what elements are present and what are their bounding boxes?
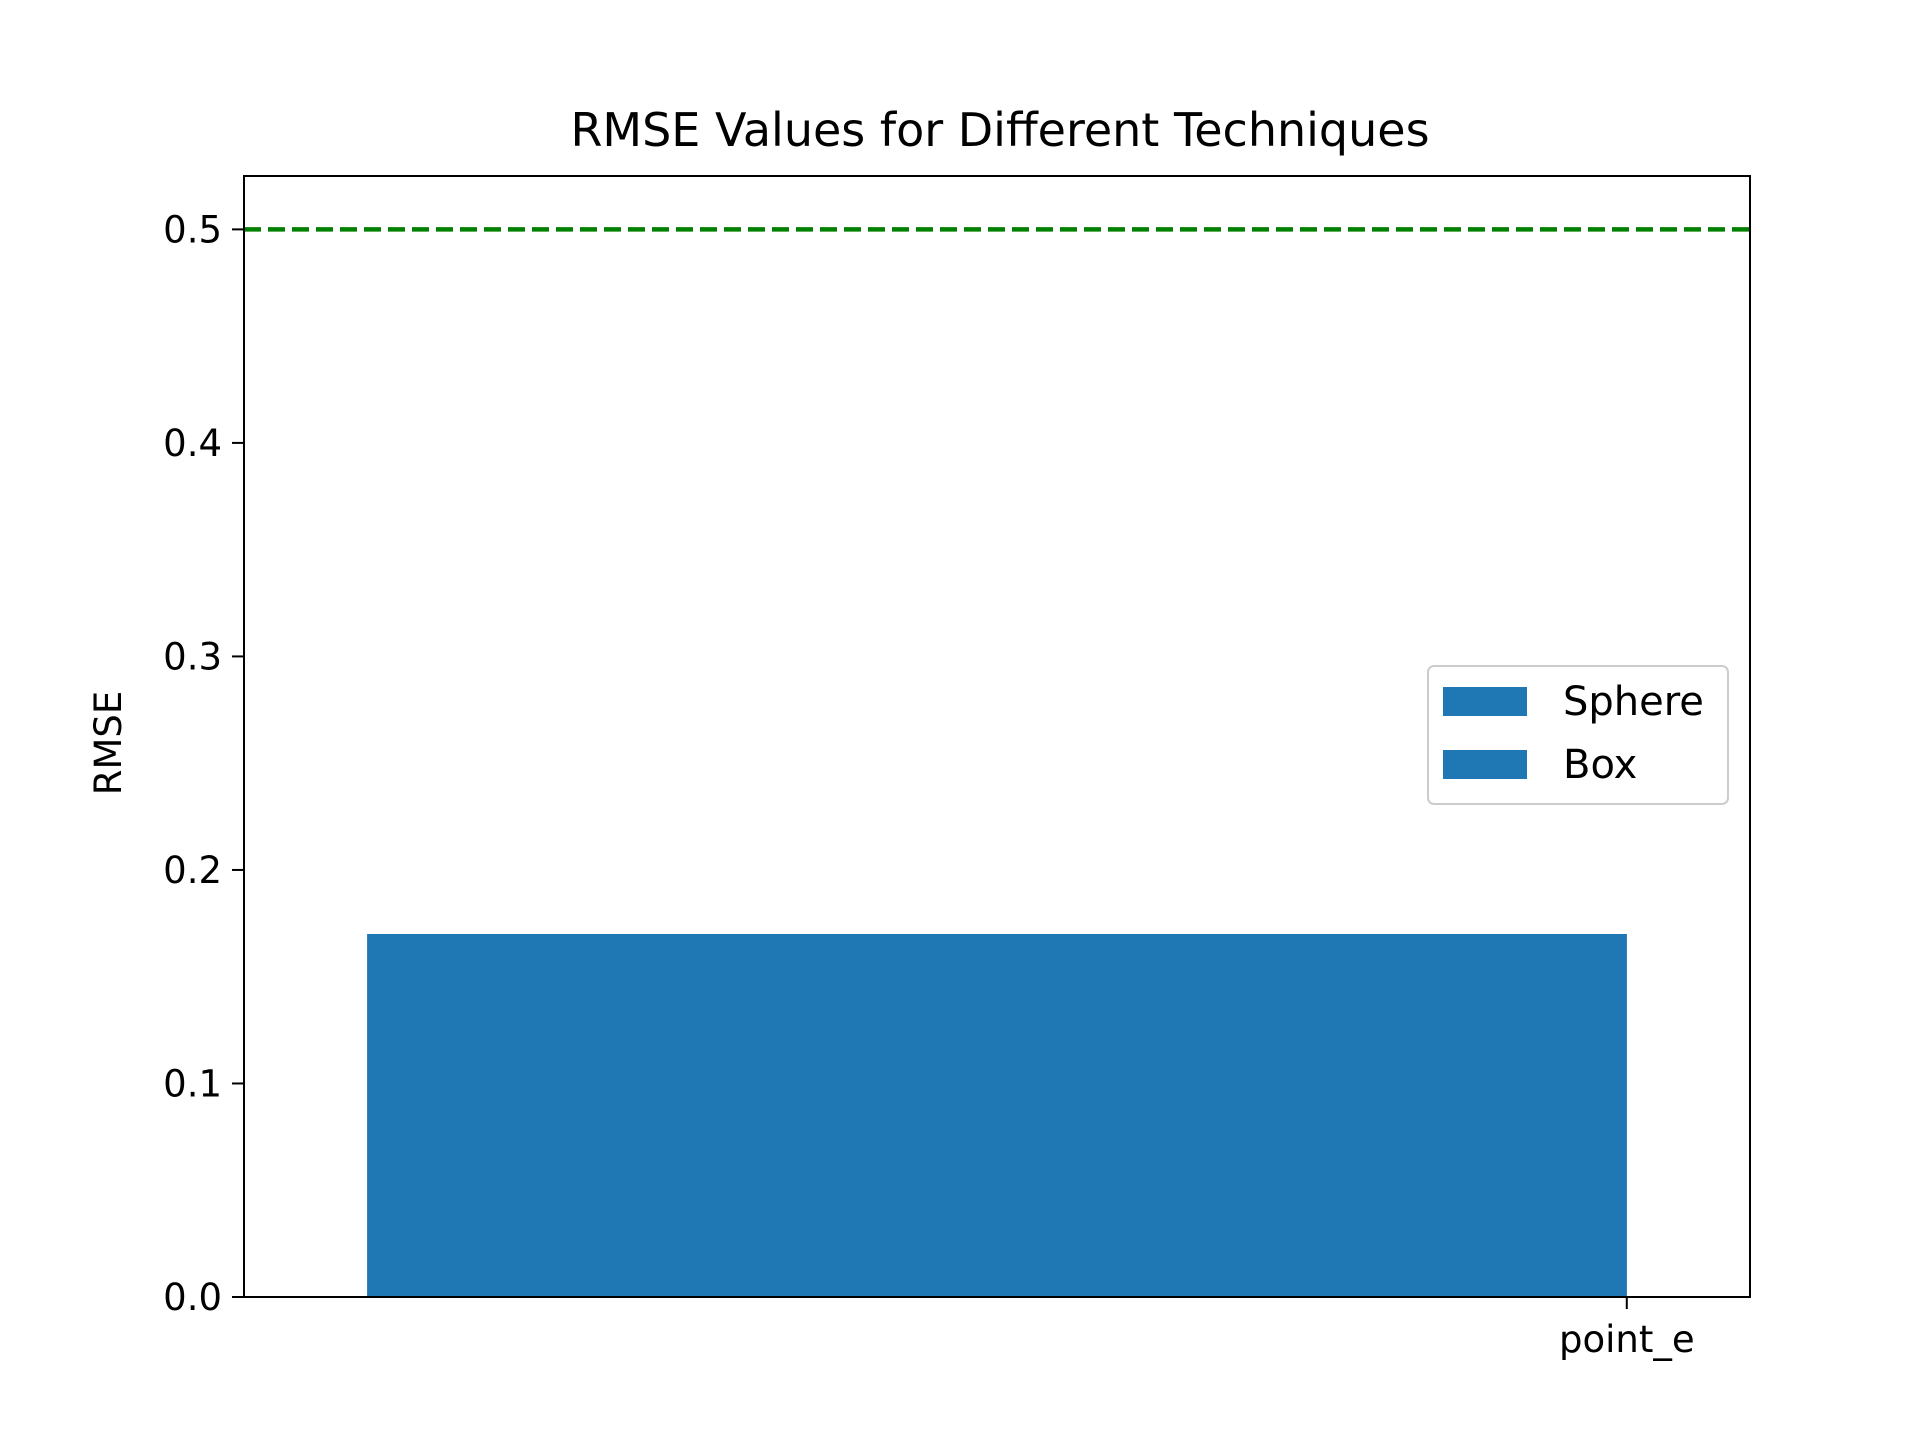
y-tick-label: 0.2 (163, 849, 222, 892)
y-tick-label: 0.3 (163, 635, 222, 678)
plot-frame (243, 175, 1751, 1298)
y-tick-label: 0.0 (163, 1276, 222, 1319)
legend-swatch-sphere (1443, 687, 1527, 716)
legend-entries: Sphere Box (1443, 679, 1704, 788)
y-tick-label: 0.1 (163, 1062, 222, 1105)
chart-title: RMSE Values for Different Techniques (570, 103, 1429, 157)
legend-label-sphere: Sphere (1563, 679, 1704, 725)
legend-swatch-box (1443, 750, 1527, 779)
axes-layer: point_e 0.0 0.1 0.2 0.3 0.4 0.5 (163, 175, 1751, 1361)
y-tick-label: 0.4 (163, 422, 222, 465)
y-axis-label: RMSE (87, 691, 130, 796)
bars-layer (367, 934, 1627, 1297)
y-tick-label: 0.5 (163, 208, 222, 251)
x-tick-label: point_e (1559, 1318, 1695, 1361)
bar-box-point_e (367, 934, 1627, 1297)
legend: Sphere Box (1427, 665, 1729, 805)
legend-label-box: Box (1563, 742, 1637, 788)
